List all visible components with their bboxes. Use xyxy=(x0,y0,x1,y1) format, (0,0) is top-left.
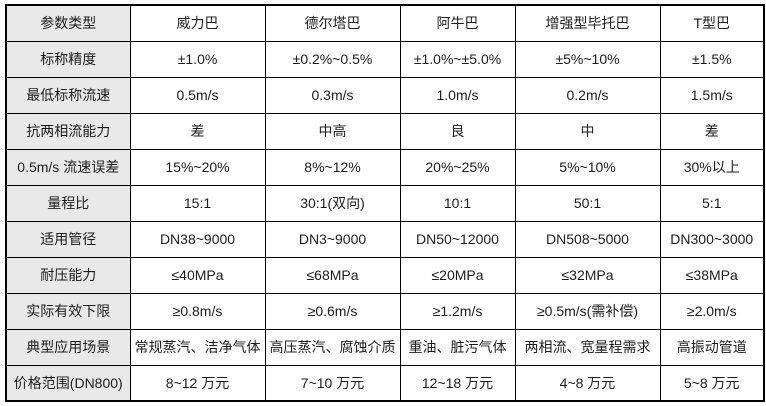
cell: 20%~25% xyxy=(399,148,516,186)
cell: 常规蒸汽、洁净气体 xyxy=(129,328,266,366)
cell: 30%以上 xyxy=(659,148,765,186)
row-label: 量程比 xyxy=(5,184,131,222)
header-parameter-type: 参数类型 xyxy=(5,4,131,42)
cell: 10:1 xyxy=(399,184,516,222)
table-row-typical-applications: 典型应用场景 常规蒸汽、洁净气体 高压蒸汽、腐蚀介质 重油、脏污气体 两相流、宽… xyxy=(5,328,765,366)
cell: 12~18 万元 xyxy=(399,364,516,402)
cell: 两相流、宽量程需求 xyxy=(514,328,661,366)
table-row-price-range: 价格范围(DN800) 8~12 万元 7~10 万元 12~18 万元 4~8… xyxy=(5,364,765,402)
cell: 15%~20% xyxy=(129,148,266,186)
table-row-turndown-ratio: 量程比 15:1 30:1(双向) 10:1 50:1 5:1 xyxy=(5,184,765,222)
cell: 0.2m/s xyxy=(514,76,661,114)
cell: 良 xyxy=(399,112,516,150)
cell: DN38~9000 xyxy=(129,220,266,258)
row-label: 典型应用场景 xyxy=(5,328,131,366)
header-t-type: T型巴 xyxy=(659,4,765,42)
table-header-row: 参数类型 威力巴 德尔塔巴 阿牛巴 增强型毕托巴 T型巴 xyxy=(5,4,765,42)
cell: ±1.0% xyxy=(129,40,266,78)
cell: 30:1(双向) xyxy=(264,184,401,222)
table-row-velocity-error: 0.5m/s 流速误差 15%~20% 8%~12% 20%~25% 5%~10… xyxy=(5,148,765,186)
cell: ±1.0%~±5.0% xyxy=(399,40,516,78)
cell: ≥0.6m/s xyxy=(264,292,401,330)
cell: 5~8 万元 xyxy=(659,364,765,402)
cell: 中高 xyxy=(264,112,401,150)
cell: 5:1 xyxy=(659,184,765,222)
cell: ≥0.5m/s(需补偿) xyxy=(514,292,661,330)
cell: 中 xyxy=(514,112,661,150)
header-enhanced-pitot: 增强型毕托巴 xyxy=(514,4,661,42)
header-aniuba: 阿牛巴 xyxy=(399,4,516,42)
cell: ≥1.2m/s xyxy=(399,292,516,330)
row-label: 0.5m/s 流速误差 xyxy=(5,148,131,186)
cell: ≤68MPa xyxy=(264,256,401,294)
row-label: 实际有效下限 xyxy=(5,292,131,330)
row-label: 适用管径 xyxy=(5,220,131,258)
cell: ≥2.0m/s xyxy=(659,292,765,330)
cell: 重油、脏污气体 xyxy=(399,328,516,366)
cell: ≥0.8m/s xyxy=(129,292,266,330)
cell: 4~8 万元 xyxy=(514,364,661,402)
cell: 高压蒸汽、腐蚀介质 xyxy=(264,328,401,366)
cell: ±1.5% xyxy=(659,40,765,78)
cell: 差 xyxy=(129,112,266,150)
header-weiliba: 威力巴 xyxy=(129,4,266,42)
cell: 1.0m/s xyxy=(399,76,516,114)
cell: 7~10 万元 xyxy=(264,364,401,402)
row-label: 最低标称流速 xyxy=(5,76,131,114)
cell: 50:1 xyxy=(514,184,661,222)
cell: DN50~12000 xyxy=(399,220,516,258)
cell: ±0.2%~0.5% xyxy=(264,40,401,78)
table-row-pressure-rating: 耐压能力 ≤40MPa ≤68MPa ≤20MPa ≤32MPa ≤38MPa xyxy=(5,256,765,294)
table-row-pipe-diameter: 适用管径 DN38~9000 DN3~9000 DN50~12000 DN508… xyxy=(5,220,765,258)
table-row-accuracy: 标称精度 ±1.0% ±0.2%~0.5% ±1.0%~±5.0% ±5%~10… xyxy=(5,40,765,78)
row-label: 抗两相流能力 xyxy=(5,112,131,150)
cell: DN508~5000 xyxy=(514,220,661,258)
cell: 8%~12% xyxy=(264,148,401,186)
cell: 8~12 万元 xyxy=(129,364,266,402)
cell: 0.5m/s xyxy=(129,76,266,114)
row-label: 价格范围(DN800) xyxy=(5,364,131,402)
row-label: 标称精度 xyxy=(5,40,131,78)
cell: DN3~9000 xyxy=(264,220,401,258)
comparison-table: 参数类型 威力巴 德尔塔巴 阿牛巴 增强型毕托巴 T型巴 标称精度 ±1.0% … xyxy=(5,4,765,402)
row-label: 耐压能力 xyxy=(5,256,131,294)
cell: ≤32MPa xyxy=(514,256,661,294)
table-row-effective-lower-limit: 实际有效下限 ≥0.8m/s ≥0.6m/s ≥1.2m/s ≥0.5m/s(需… xyxy=(5,292,765,330)
header-deertaba: 德尔塔巴 xyxy=(264,4,401,42)
cell: 0.3m/s xyxy=(264,76,401,114)
cell: ≤20MPa xyxy=(399,256,516,294)
table-row-min-velocity: 最低标称流速 0.5m/s 0.3m/s 1.0m/s 0.2m/s 1.5m/… xyxy=(5,76,765,114)
cell: ≤40MPa xyxy=(129,256,266,294)
cell: 1.5m/s xyxy=(659,76,765,114)
cell: DN300~3000 xyxy=(659,220,765,258)
cell: ≤38MPa xyxy=(659,256,765,294)
cell: 5%~10% xyxy=(514,148,661,186)
table-row-two-phase: 抗两相流能力 差 中高 良 中 差 xyxy=(5,112,765,150)
cell: ±5%~10% xyxy=(514,40,661,78)
cell: 15:1 xyxy=(129,184,266,222)
cell: 高振动管道 xyxy=(659,328,765,366)
cell: 差 xyxy=(659,112,765,150)
